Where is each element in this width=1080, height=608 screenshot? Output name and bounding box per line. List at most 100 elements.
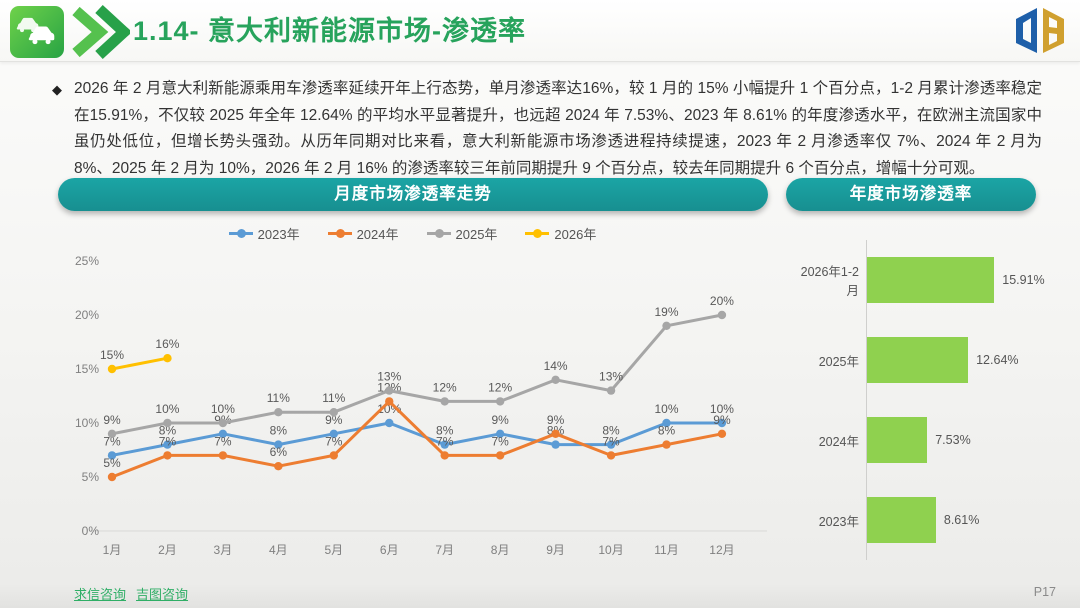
point-value-label: 7% xyxy=(491,434,509,448)
legend-label: 2023年 xyxy=(257,227,300,242)
bar-row: 2026年1-2月 15.91% xyxy=(792,240,1070,320)
point-marker xyxy=(551,375,560,384)
point-value-label: 11% xyxy=(322,391,345,405)
point-value-label: 10% xyxy=(654,402,678,416)
point-marker xyxy=(606,440,616,449)
point-marker xyxy=(440,397,449,406)
point-value-label: 7% xyxy=(602,434,620,448)
point-marker xyxy=(163,354,172,363)
cars-icon xyxy=(10,6,64,58)
point-marker xyxy=(551,440,560,449)
point-value-label: 8% xyxy=(159,424,177,438)
chevron-right-icon xyxy=(72,4,130,60)
summary-text: 2026 年 2 月意大利新能源乘用车渗透率延续开年上行态势，单月渗透率达16%… xyxy=(74,80,1042,177)
point-value-label: 8% xyxy=(602,424,620,438)
monthly-legend: 2023年 2024年 2025年 2026年 xyxy=(55,224,770,243)
bar-category-label: 2026年1-2月 xyxy=(800,265,859,298)
point-marker xyxy=(218,429,228,438)
point-value-label: 7% xyxy=(436,434,454,448)
point-marker xyxy=(551,429,560,438)
bar xyxy=(867,337,969,383)
point-marker xyxy=(662,440,671,449)
point-value-label: 8% xyxy=(658,424,676,438)
annual-bar-chart: 2026年1-2月 15.91% 2025年 12.64% 2024年 7.53% 2023… xyxy=(792,240,1070,560)
bar-category-label: 2025年 xyxy=(818,354,859,369)
point-value-label: 15% xyxy=(100,348,124,362)
bar-value-label: 15.91% xyxy=(1002,273,1045,287)
point-value-label: 9% xyxy=(103,413,121,427)
y-axis-tick-label: 25% xyxy=(75,254,99,268)
series-line-2026年 xyxy=(111,356,168,371)
point-marker xyxy=(107,451,117,460)
annual-chart-title: 年度市场渗透率 xyxy=(786,178,1036,211)
point-value-label: 9% xyxy=(713,413,731,427)
x-axis-tick-label: 4月 xyxy=(269,543,288,557)
legend-marker-icon xyxy=(426,229,451,238)
page-number: P17 xyxy=(1033,585,1056,599)
point-value-label: 16% xyxy=(155,337,179,351)
point-marker xyxy=(495,397,505,406)
point-marker xyxy=(163,451,172,460)
footer-link-qiuxin[interactable]: 求信咨询 xyxy=(74,587,127,602)
x-axis-tick-label: 8月 xyxy=(491,543,510,557)
point-value-label: 11% xyxy=(267,391,290,405)
bar xyxy=(867,257,995,303)
point-value-label: 13% xyxy=(599,370,623,384)
x-axis-tick-label: 1月 xyxy=(103,543,122,557)
y-axis-tick-label: 5% xyxy=(82,470,100,484)
legend-marker-icon xyxy=(525,229,550,238)
point-marker xyxy=(385,397,394,406)
bar-row: 2025年 12.64% xyxy=(792,320,1070,400)
point-value-label: 10% xyxy=(710,402,734,416)
point-marker xyxy=(107,429,117,438)
point-value-label: 9% xyxy=(491,413,509,427)
point-marker xyxy=(163,440,172,449)
point-marker xyxy=(385,418,394,428)
point-marker xyxy=(329,451,338,460)
page-title: 1.14- 意大利新能源市场-渗透率 xyxy=(133,16,527,46)
point-value-label: 20% xyxy=(710,294,734,308)
point-marker xyxy=(717,418,727,428)
bar-plot-area: 7.53% xyxy=(866,400,1070,480)
bar-category-label: 2023年 xyxy=(818,514,859,529)
x-axis-tick-label: 2月 xyxy=(158,543,177,557)
point-value-label: 7% xyxy=(159,434,177,448)
x-axis-tick-label: 7月 xyxy=(435,543,454,557)
point-marker xyxy=(218,451,228,460)
bar-value-label: 7.53% xyxy=(935,433,971,447)
legend-item-2024年: 2024年 xyxy=(327,224,399,243)
monthly-chart-title: 月度市场渗透率走势 xyxy=(58,178,768,211)
legend-marker-icon xyxy=(327,229,352,238)
bar-value-label: 8.61% xyxy=(943,513,980,527)
x-axis-tick-label: 10月 xyxy=(598,543,623,557)
point-value-label: 10% xyxy=(155,402,179,416)
point-value-label: 9% xyxy=(547,413,565,427)
point-value-label: 7% xyxy=(325,434,343,448)
legend-label: 2026年 xyxy=(554,227,597,242)
series-line-2023年 xyxy=(111,421,722,457)
diamond-bullet-icon: ◆ xyxy=(52,82,62,97)
x-axis-tick-label: 11月 xyxy=(654,543,678,557)
legend-marker-icon xyxy=(228,229,253,238)
x-axis-tick-label: 6月 xyxy=(380,543,399,557)
slide-header: 1.14- 意大利新能源市场-渗透率 xyxy=(0,0,1080,62)
point-value-label: 8% xyxy=(270,424,288,438)
point-marker xyxy=(385,386,394,395)
x-axis-tick-label: 3月 xyxy=(214,543,233,557)
point-marker xyxy=(107,364,117,374)
db-logo xyxy=(1016,8,1064,53)
point-value-label: 7% xyxy=(103,434,121,448)
point-marker xyxy=(495,429,505,438)
point-value-label: 7% xyxy=(214,434,232,448)
point-marker xyxy=(717,310,727,320)
point-marker xyxy=(606,386,616,395)
footer-link-jitu[interactable]: 吉图咨询 xyxy=(136,587,189,602)
legend-item-2026年: 2026年 xyxy=(525,224,596,243)
point-marker xyxy=(717,429,727,438)
point-value-label: 9% xyxy=(325,413,343,427)
monthly-line-chart: 0% 5% 10% 15% 20% 25% 1月 2月 3月 4月 5月 6月 7月 8月 9月 10月 11月… xyxy=(75,254,767,557)
bar-row: 2024年 7.53% xyxy=(792,400,1070,480)
x-axis-tick-label: 9月 xyxy=(546,543,565,557)
point-value-label: 12% xyxy=(433,380,457,394)
cars-icon-glyph xyxy=(16,17,55,45)
